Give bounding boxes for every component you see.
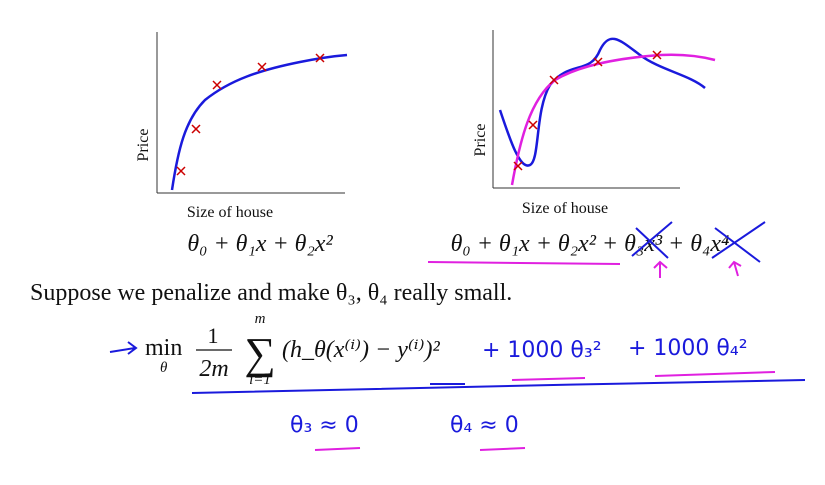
loss-term: (h_θ(x⁽ⁱ⁾) − y⁽ⁱ⁾)² — [282, 337, 440, 363]
penalty-4: + 1000 θ₄² — [628, 336, 748, 361]
result-3: θ₃ ≈ 0 — [290, 413, 359, 438]
overfit-curve — [498, 37, 706, 167]
min-subscript: θ — [160, 360, 168, 376]
formula: θ₀ + θ₁x + θ₂x² + θ₃x³ + θ₄x⁴ — [451, 231, 730, 257]
right-plot — [492, 30, 680, 189]
underlines — [191, 371, 806, 394]
denominator: 2m — [199, 356, 228, 382]
annotation-marks — [427, 260, 742, 278]
strike-marks — [631, 221, 766, 263]
y-axis-label: Price — [472, 124, 489, 157]
formula: θ₀ + θ₁x + θ₂x² — [187, 231, 333, 257]
data-points — [513, 50, 662, 171]
statement: Suppose we penalize and make θ₃, θ₄ real… — [30, 280, 512, 306]
regularized-curve — [510, 53, 716, 186]
y-axis-label: Price — [135, 129, 152, 162]
fit-curve — [170, 53, 348, 191]
min: min — [145, 335, 182, 361]
sum-top: m — [255, 311, 266, 327]
sum-bottom: i=1 — [249, 372, 271, 388]
left-plot — [156, 32, 345, 194]
penalty-3: + 1000 θ₃² — [482, 338, 602, 363]
arrow — [109, 341, 138, 355]
result-underlines — [314, 447, 526, 451]
result-4: θ₄ ≈ 0 — [450, 413, 519, 438]
x-axis-label: Size of house — [187, 204, 273, 221]
data-points — [176, 53, 325, 176]
sum-sign: ∑ — [244, 329, 275, 378]
numerator: 1 — [208, 323, 219, 348]
x-axis-label: Size of house — [522, 200, 608, 217]
